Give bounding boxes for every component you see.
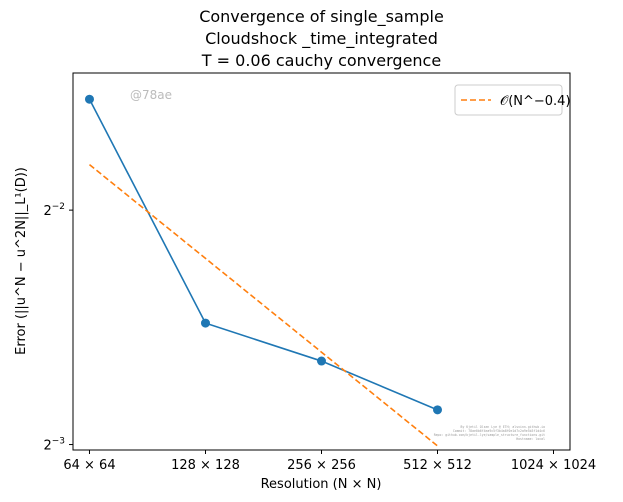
x-tick-label: 256 × 256: [287, 458, 356, 473]
svg-text:Commit: 78ae0b6f4ea9c5f3b4a8f0: Commit: 78ae0b6f4ea9c5f3b4a8f0e1d7c2a9e5…: [453, 429, 545, 433]
plot-area: [72, 72, 571, 451]
chart-title-line-1: Convergence of single_sample: [199, 7, 444, 26]
x-tick-label: 64 × 64: [63, 458, 115, 473]
y-axis-label: Error (||u^N − u^2N||_L¹(D)): [14, 167, 29, 355]
data-point: [316, 356, 326, 366]
x-tick-label: 128 × 128: [171, 458, 240, 473]
chart-title-line-2: Cloudshock _time_integrated: [205, 29, 438, 48]
legend: 𝒪(N^−0.4): [454, 84, 571, 116]
y-tick-label: 2−2: [43, 202, 65, 219]
legend-label-fit: 𝒪(N^−0.4): [500, 94, 571, 109]
svg-text:By Kjetil Olsen Lye @ ETH; als: By Kjetil Olsen Lye @ ETH; alsvinn.githu…: [461, 425, 546, 429]
data-point: [200, 318, 210, 328]
series-line-fit: [88, 164, 439, 447]
x-axis-label: Resolution (N × N): [261, 477, 382, 492]
watermark-text: @78ae: [130, 88, 172, 102]
svg-text:Hostname: local: Hostname: local: [516, 437, 545, 441]
chart-title-line-3: T = 0.06 cauchy convergence: [201, 51, 442, 70]
legend-box: [454, 84, 563, 116]
x-tick-label: 512 × 512: [403, 458, 472, 473]
fine-print-block: By Kjetil Olsen Lye @ ETH; alsvinn.githu…: [434, 425, 545, 441]
svg-text:Repo: github.com/kjetil-lye/sa: Repo: github.com/kjetil-lye/sample_struc…: [434, 433, 545, 437]
data-point: [84, 94, 94, 104]
data-point: [433, 405, 443, 415]
x-tick-label: 1024 × 1024: [511, 458, 596, 473]
y-tick-label: 2−3: [43, 437, 65, 454]
